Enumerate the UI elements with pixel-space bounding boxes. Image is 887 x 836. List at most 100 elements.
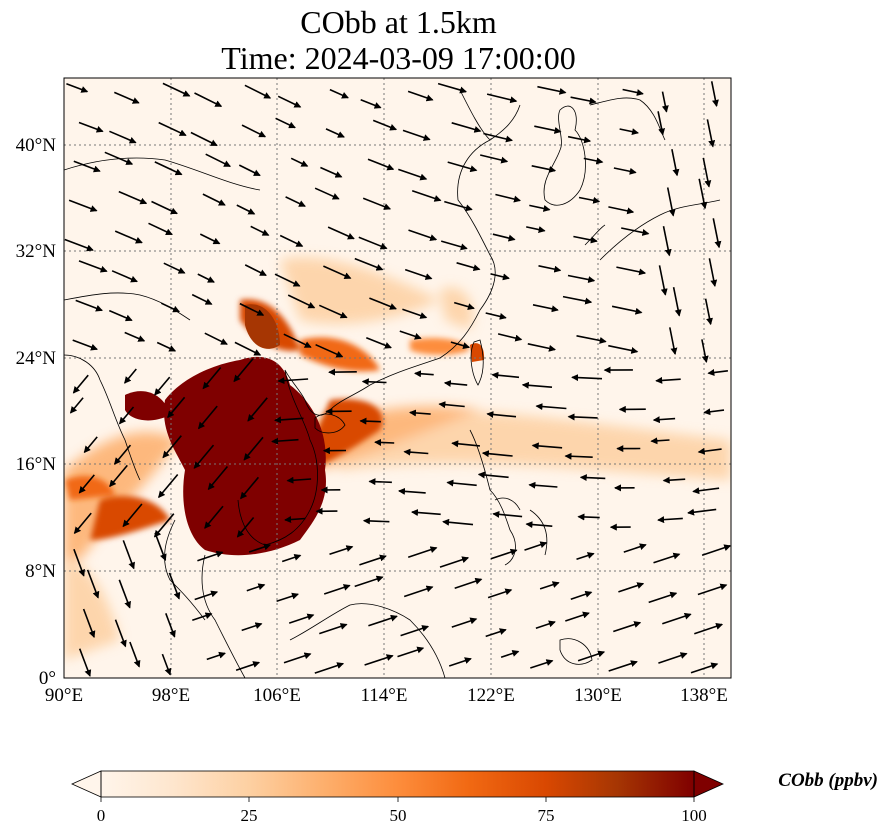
wind-arrow (404, 268, 433, 280)
wind-arrow (277, 377, 309, 385)
wind-arrow (129, 641, 141, 668)
wind-arrow (622, 88, 644, 96)
wind-arrow (531, 165, 557, 173)
wind-arrow (565, 611, 590, 622)
wind-arrow (567, 274, 596, 283)
wind-arrow (194, 92, 223, 108)
lon-tick-label: 122°E (467, 685, 515, 706)
wind-arrow (276, 592, 299, 603)
wind-arrow (374, 438, 395, 446)
wind-arrow (704, 298, 713, 326)
wind-arrow (576, 335, 607, 344)
wind-arrow (153, 513, 175, 538)
wind-arrow (577, 650, 606, 662)
wind-arrow (114, 230, 143, 244)
wind-arrow (319, 623, 348, 635)
wind-arrow (73, 160, 101, 173)
wind-arrow (64, 238, 94, 252)
wind-arrow (451, 440, 480, 448)
wind-arrow (72, 339, 98, 351)
wind-arrow (662, 226, 672, 257)
wind-arrow (671, 149, 680, 177)
colorbar-tick-label: 75 (538, 806, 555, 825)
wind-arrow (491, 371, 520, 379)
wind-arrow (361, 378, 387, 386)
wind-arrow (578, 196, 601, 204)
wind-arrow (247, 397, 268, 422)
wind-arrow (315, 343, 344, 358)
wind-vectors (64, 81, 731, 677)
wind-arrow (703, 408, 725, 416)
wind-arrow (281, 553, 302, 563)
wind-arrow (238, 164, 261, 177)
wind-arrow (154, 376, 171, 396)
wind-arrow (526, 226, 546, 233)
lat-tick-label: 24°N (16, 348, 57, 369)
colorbar-tick-label: 50 (390, 806, 407, 825)
wind-arrow (274, 416, 304, 424)
wind-arrow (497, 333, 523, 342)
wind-arrow (206, 651, 226, 661)
wind-arrow (708, 258, 718, 287)
wind-arrow (66, 82, 89, 93)
lon-tick-labels: 90°E 98°E 106°E 114°E 122°E 130°E 138°E (45, 685, 728, 706)
wind-arrow (207, 465, 229, 491)
colorbar-gradient (101, 771, 694, 797)
wind-arrow (369, 297, 397, 310)
wind-arrow (83, 436, 98, 454)
wind-arrow (442, 518, 474, 526)
wind-arrow (694, 622, 724, 635)
wind-arrow (483, 132, 513, 143)
wind-arrow (655, 376, 681, 384)
wind-arrow (78, 121, 104, 133)
wind-arrow (359, 417, 381, 425)
wind-arrow (190, 131, 218, 147)
wind-arrow (82, 608, 96, 639)
colorbar-tick-label: 0 (97, 806, 106, 825)
wind-arrow (156, 341, 177, 352)
wind-arrow (697, 583, 728, 596)
colorbar-frame (100, 770, 695, 798)
wind-arrow (528, 481, 558, 489)
map-panel (64, 78, 731, 678)
wind-arrow (564, 452, 593, 460)
wind-arrow (662, 612, 692, 625)
wind-arrow (608, 206, 635, 215)
wind-arrow (661, 91, 669, 113)
wind-arrow (570, 590, 593, 600)
wind-arrow (524, 541, 548, 551)
wind-arrow (698, 178, 708, 210)
wind-arrow (706, 119, 716, 148)
wind-arrow (672, 287, 682, 317)
map-background (64, 78, 731, 678)
wind-arrow (327, 226, 355, 240)
wind-arrow (325, 128, 345, 138)
lat-tick-labels: 0° 8°N 16°N 24°N 32°N 40°N (16, 135, 57, 689)
wind-arrow (359, 554, 387, 566)
wind-arrow (444, 200, 473, 212)
wind-arrow (290, 157, 309, 167)
wind-arrow (354, 257, 384, 271)
wind-arrow (364, 654, 394, 666)
wind-arrow (451, 617, 478, 628)
wind-arrow (409, 409, 431, 417)
wind-arrow (124, 331, 146, 342)
lon-tick-label: 98°E (152, 685, 190, 706)
wind-arrow (485, 312, 507, 320)
wind-arrow (583, 157, 604, 165)
wind-arrow (202, 366, 222, 390)
wind-arrow (248, 543, 272, 553)
wind-arrow (538, 265, 562, 273)
wind-arrow (366, 337, 392, 349)
wind-arrow (368, 478, 392, 486)
wind-arrow (68, 199, 98, 212)
wind-arrow (199, 233, 221, 245)
wind-arrow (233, 358, 254, 383)
wind-arrow (495, 193, 521, 203)
wind-arrow (571, 374, 603, 382)
wind-arrow (623, 543, 647, 553)
wind-arrow (163, 262, 186, 274)
wind-arrow (448, 657, 472, 667)
wind-arrow (407, 546, 438, 558)
wind-arrow (492, 233, 516, 242)
